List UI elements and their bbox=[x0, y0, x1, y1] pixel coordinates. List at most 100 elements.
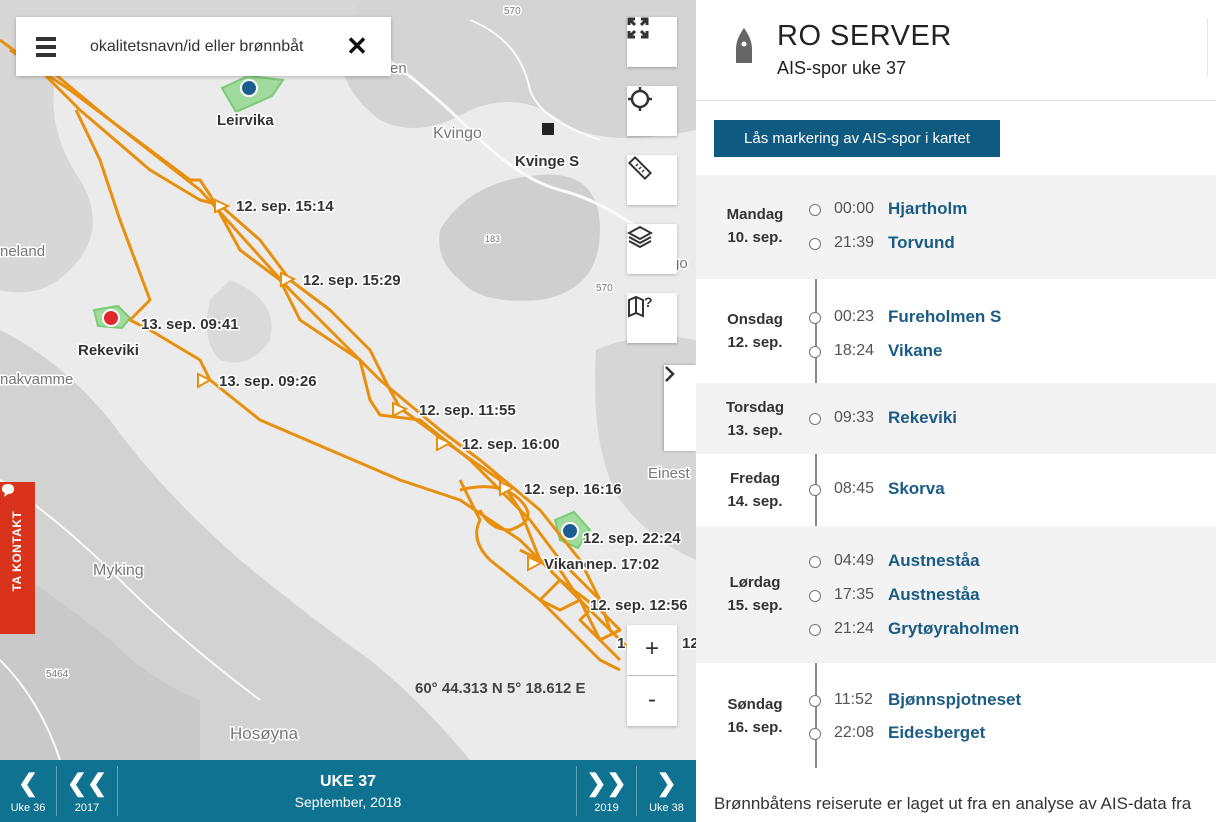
timeline-dot bbox=[809, 346, 821, 358]
contact-tab[interactable]: TA KONTAKT bbox=[0, 482, 35, 634]
place-label-neland: neland bbox=[0, 243, 45, 260]
prev-year-label: 2017 bbox=[74, 802, 100, 814]
week-title: UKE 37 bbox=[319, 773, 377, 790]
vessel-name: RO SERVER bbox=[777, 20, 952, 52]
kvinge-station-marker bbox=[542, 123, 554, 135]
place-label-einest: Einest bbox=[648, 465, 691, 482]
layers-button[interactable] bbox=[627, 224, 677, 274]
timeline-dot bbox=[809, 484, 821, 496]
farm-marker-rekeviki[interactable] bbox=[102, 309, 120, 327]
track-label: 12. sep. 12:56 bbox=[590, 597, 688, 614]
day-date: 13. sep. bbox=[727, 422, 783, 439]
entry-place-link[interactable]: Skorva bbox=[888, 479, 945, 498]
layers-icon bbox=[627, 225, 653, 249]
place-label-myking: Myking bbox=[93, 562, 144, 579]
timeline-line bbox=[815, 175, 817, 768]
panel-subtitle: AIS-spor uke 37 bbox=[777, 58, 907, 78]
vessel-panel: RO SERVER AIS-spor uke 37 Lås markering … bbox=[696, 0, 1216, 822]
next-year-button[interactable]: ❯❯ 2019 bbox=[577, 760, 636, 822]
measure-button[interactable] bbox=[627, 155, 677, 205]
search-input[interactable] bbox=[88, 31, 322, 63]
place-label-nakvamme: nakvamme bbox=[0, 371, 73, 388]
timeline-dot bbox=[809, 556, 821, 568]
lock-ais-track-button[interactable]: Lås markering av AIS-spor i kartet bbox=[714, 120, 1000, 157]
track-label: 12. sep. 15:14 bbox=[236, 198, 334, 215]
entry-place-link[interactable]: Grytøyraholmen bbox=[888, 619, 1020, 638]
entry-place-link[interactable]: Austneståa bbox=[888, 551, 980, 570]
day-row: Søndag 16. sep. 11:52 Bjønnspjotneset 22… bbox=[696, 663, 1216, 769]
timeline-entry: 00:00 Hjartholm bbox=[696, 198, 1216, 222]
road-number: 5464 bbox=[46, 669, 69, 680]
zoom-in-button[interactable]: + bbox=[627, 625, 677, 675]
timeline-entry: 04:49 Austneståa bbox=[696, 550, 1216, 574]
farm-marker-leirvika[interactable] bbox=[240, 79, 258, 97]
double-chevron-left-icon: ❮❮ bbox=[66, 770, 108, 797]
track-label: 12. sep. 16:00 bbox=[462, 436, 560, 453]
route-description: Brønnbåtens reiserute er laget ut fra en… bbox=[714, 794, 1192, 813]
chevron-right-icon bbox=[665, 366, 675, 382]
map-question-icon: ? bbox=[628, 294, 653, 318]
entry-place-link[interactable]: Hjartholm bbox=[888, 199, 968, 218]
day-date: 10. sep. bbox=[727, 229, 783, 246]
prev-year-button[interactable]: ❮❮ 2017 bbox=[57, 760, 117, 822]
map-canvas[interactable]: Leirvika Kvinge S Rekeviki Vikane 12. se… bbox=[0, 0, 696, 822]
map-help-button[interactable]: ? bbox=[627, 293, 677, 343]
entry-time: 18:24 bbox=[834, 342, 875, 359]
day-name: Søndag bbox=[727, 696, 783, 713]
timeline-dot bbox=[809, 312, 821, 324]
entry-place-link[interactable]: Fureholmen S bbox=[888, 307, 1002, 326]
locate-button[interactable] bbox=[627, 86, 677, 136]
timeline-entry: 09:33 Rekeviki bbox=[696, 407, 1216, 431]
day-row: Lørdag 15. sep. 04:49 Austneståa 17:35 A… bbox=[696, 526, 1216, 663]
chevron-right-icon: ❯ bbox=[656, 770, 677, 797]
place-label-vikane: Vikane bbox=[544, 556, 592, 573]
contact-label: TA KONTAKT bbox=[10, 510, 24, 592]
fullscreen-button[interactable] bbox=[627, 17, 677, 67]
track-label: 12. sep. 16:16 bbox=[524, 481, 622, 498]
timeline-dot bbox=[809, 238, 821, 250]
timeline-entry: 22:08 Eidesberget bbox=[696, 722, 1216, 746]
track-label: 12. sep. 22:24 bbox=[583, 530, 681, 547]
chevron-left-icon: ❮ bbox=[17, 770, 39, 797]
track-label: 1 bbox=[617, 635, 625, 652]
close-icon[interactable]: ✕ bbox=[346, 31, 368, 61]
crosshair-icon bbox=[628, 87, 652, 111]
svg-text:?: ? bbox=[644, 294, 653, 310]
prev-week-label: Uke 36 bbox=[10, 802, 46, 814]
entry-time: 11:52 bbox=[834, 691, 873, 708]
entry-place-link[interactable]: Bjønnspjotneset bbox=[888, 690, 1022, 709]
road-number: 570 bbox=[596, 283, 613, 294]
timeline-dot bbox=[809, 728, 821, 740]
entry-place-link[interactable]: Vikane bbox=[888, 341, 943, 360]
next-week-button[interactable]: ❯ Uke 38 bbox=[637, 760, 696, 822]
zoom-out-button[interactable]: - bbox=[627, 676, 677, 726]
entry-time: 21:24 bbox=[834, 620, 875, 637]
entry-place-link[interactable]: Torvund bbox=[888, 233, 955, 252]
timeline-dot bbox=[809, 413, 821, 425]
day-date: 15. sep. bbox=[727, 597, 783, 614]
collapse-panel-button[interactable] bbox=[664, 365, 696, 451]
timeline-entry: 18:24 Vikane bbox=[696, 340, 1216, 364]
place-label-kvinge: Kvinge S bbox=[515, 153, 579, 170]
entry-place-link[interactable]: Eidesberget bbox=[888, 723, 986, 742]
place-label-rekeviki: Rekeviki bbox=[78, 342, 139, 359]
week-navigation-bar: ❮ Uke 36 ❮❮ 2017 UKE 37 September, 2018 … bbox=[0, 760, 696, 822]
entry-time: 08:45 bbox=[834, 480, 875, 497]
day-row: Fredag 14. sep. 08:45 Skorva bbox=[696, 454, 1216, 526]
day-row: Torsdag 13. sep. 09:33 Rekeviki bbox=[696, 383, 1216, 454]
fullscreen-icon bbox=[627, 17, 649, 39]
day-row: Onsdag 12. sep. 00:23 Fureholmen S 18:24… bbox=[696, 279, 1216, 383]
day-date: 12. sep. bbox=[727, 334, 783, 351]
ais-track[interactable] bbox=[0, 38, 632, 672]
farm-marker-vikane[interactable] bbox=[561, 522, 579, 540]
entry-place-link[interactable]: Rekeviki bbox=[888, 408, 957, 427]
entry-time: 09:33 bbox=[834, 409, 875, 426]
timeline-dot bbox=[809, 624, 821, 636]
prev-week-button[interactable]: ❮ Uke 36 bbox=[0, 760, 56, 822]
menu-icon[interactable] bbox=[16, 17, 76, 76]
entry-place-link[interactable]: Austneståa bbox=[888, 585, 980, 604]
timeline-entry: 11:52 Bjønnspjotneset bbox=[696, 689, 1216, 713]
place-label-hosoyna: Hosøyna bbox=[230, 724, 299, 743]
timeline-entry: 21:24 Grytøyraholmen bbox=[696, 618, 1216, 642]
map-view[interactable]: Leirvika Kvinge S Rekeviki Vikane 12. se… bbox=[0, 0, 696, 822]
